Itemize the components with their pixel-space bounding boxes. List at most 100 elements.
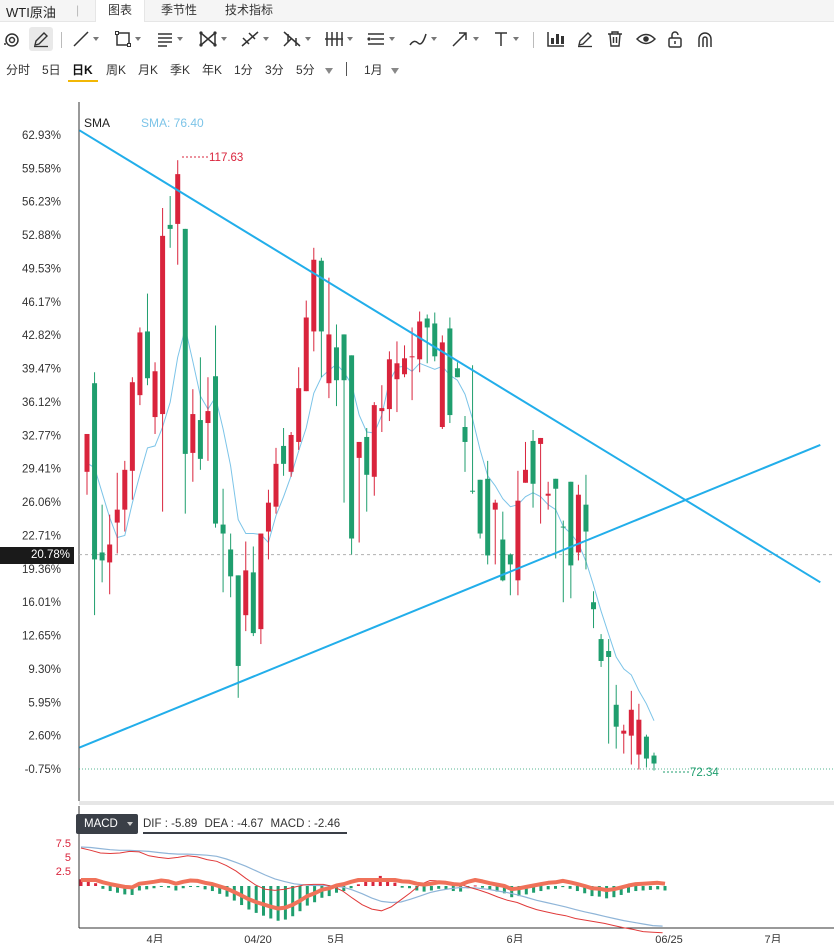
candle[interactable] (160, 207, 166, 512)
candle[interactable] (545, 481, 551, 510)
candle[interactable] (402, 345, 408, 378)
candle[interactable] (220, 488, 226, 593)
candle[interactable] (144, 293, 150, 386)
candle[interactable] (394, 341, 400, 413)
trendline[interactable] (78, 129, 821, 584)
lock-icon[interactable] (666, 27, 684, 51)
candle[interactable] (417, 311, 423, 373)
candle[interactable] (477, 479, 483, 539)
candle[interactable] (515, 470, 521, 596)
candle[interactable] (114, 472, 120, 554)
period-5min[interactable]: 5分 (296, 63, 315, 77)
candle[interactable] (235, 575, 241, 698)
candle[interactable] (583, 474, 589, 570)
magnet-u-icon[interactable] (696, 27, 714, 51)
candle[interactable] (167, 196, 173, 248)
lines-icon[interactable] (156, 27, 183, 51)
candle[interactable] (197, 357, 203, 470)
candle[interactable] (265, 489, 271, 560)
period-yearly[interactable]: 年K (202, 63, 223, 77)
edit-icon[interactable] (576, 27, 594, 51)
candle[interactable] (651, 752, 657, 771)
period-monthly[interactable]: 月K (138, 63, 159, 77)
candle[interactable] (628, 690, 634, 765)
candle[interactable] (296, 367, 302, 450)
candle[interactable] (454, 362, 460, 378)
candle[interactable] (182, 228, 188, 514)
candle[interactable] (311, 247, 317, 352)
candle[interactable] (258, 533, 264, 645)
candle[interactable] (591, 591, 597, 629)
candle[interactable] (333, 324, 339, 407)
candle[interactable] (636, 703, 642, 770)
candle[interactable] (175, 160, 181, 265)
candle[interactable] (485, 460, 491, 565)
candle[interactable] (621, 724, 627, 754)
candle[interactable] (349, 355, 355, 555)
eye-icon[interactable] (636, 27, 656, 51)
candle[interactable] (303, 300, 309, 392)
candle[interactable] (152, 362, 158, 434)
candle[interactable] (522, 441, 528, 483)
candle[interactable] (560, 520, 566, 603)
brush-icon[interactable] (408, 27, 437, 51)
period-5d[interactable]: 5日 (42, 63, 61, 77)
candle[interactable] (553, 478, 559, 559)
period-weekly[interactable]: 周K (106, 63, 127, 77)
trendline[interactable] (79, 444, 821, 749)
tab-chart[interactable]: 图表 (95, 0, 145, 22)
tab-technical-indicators[interactable]: 技术指标 (224, 3, 273, 17)
indicator-icon[interactable] (546, 27, 566, 51)
rectangle-icon[interactable] (114, 27, 141, 51)
candle[interactable] (538, 437, 544, 524)
candle[interactable] (273, 447, 279, 514)
candle[interactable] (379, 385, 385, 432)
bars-icon[interactable] (324, 27, 353, 51)
candle[interactable] (439, 335, 445, 430)
candle[interactable] (530, 429, 536, 508)
candle[interactable] (243, 541, 249, 632)
candle[interactable] (364, 428, 370, 512)
period-intraday[interactable]: 分时 (6, 63, 31, 77)
candle[interactable] (129, 377, 135, 500)
candle[interactable] (122, 460, 128, 532)
candle[interactable] (84, 433, 90, 495)
candle[interactable] (326, 277, 332, 399)
candle[interactable] (613, 684, 619, 749)
candle[interactable] (447, 317, 453, 424)
candle[interactable] (205, 377, 211, 461)
macd-indicator-button[interactable]: MACD (76, 814, 138, 834)
line-icon[interactable] (72, 27, 99, 51)
candle[interactable] (598, 634, 604, 667)
tab-seasonality[interactable]: 季节性 (160, 3, 197, 17)
period-more-dropdown[interactable] (325, 63, 333, 77)
candle[interactable] (462, 416, 468, 472)
candle[interactable] (470, 365, 476, 494)
candle[interactable] (507, 553, 513, 596)
period-daily[interactable]: 日K (72, 63, 93, 77)
candle[interactable] (424, 314, 430, 364)
candle[interactable] (432, 312, 438, 362)
candle[interactable] (371, 402, 377, 496)
candle[interactable] (228, 533, 234, 598)
gann-icon[interactable] (282, 27, 311, 51)
range-dropdown-caret[interactable] (391, 63, 399, 77)
pattern-icon[interactable] (198, 27, 227, 51)
candle[interactable] (575, 484, 581, 561)
period-quarterly[interactable]: 季K (170, 63, 191, 77)
pencil-icon[interactable] (29, 27, 53, 51)
candle[interactable] (213, 325, 219, 528)
candle[interactable] (99, 504, 105, 583)
candle[interactable] (492, 499, 498, 565)
sma-legend-name[interactable]: SMA (84, 116, 111, 130)
candle[interactable] (288, 431, 294, 477)
period-3min[interactable]: 3分 (265, 63, 284, 77)
magnet-icon[interactable] (2, 27, 22, 51)
trash-icon[interactable] (606, 27, 624, 51)
candle[interactable] (190, 389, 196, 482)
candle[interactable] (92, 372, 98, 616)
candle[interactable] (500, 511, 506, 582)
candle[interactable] (568, 481, 574, 599)
fib-icon[interactable] (240, 27, 269, 51)
